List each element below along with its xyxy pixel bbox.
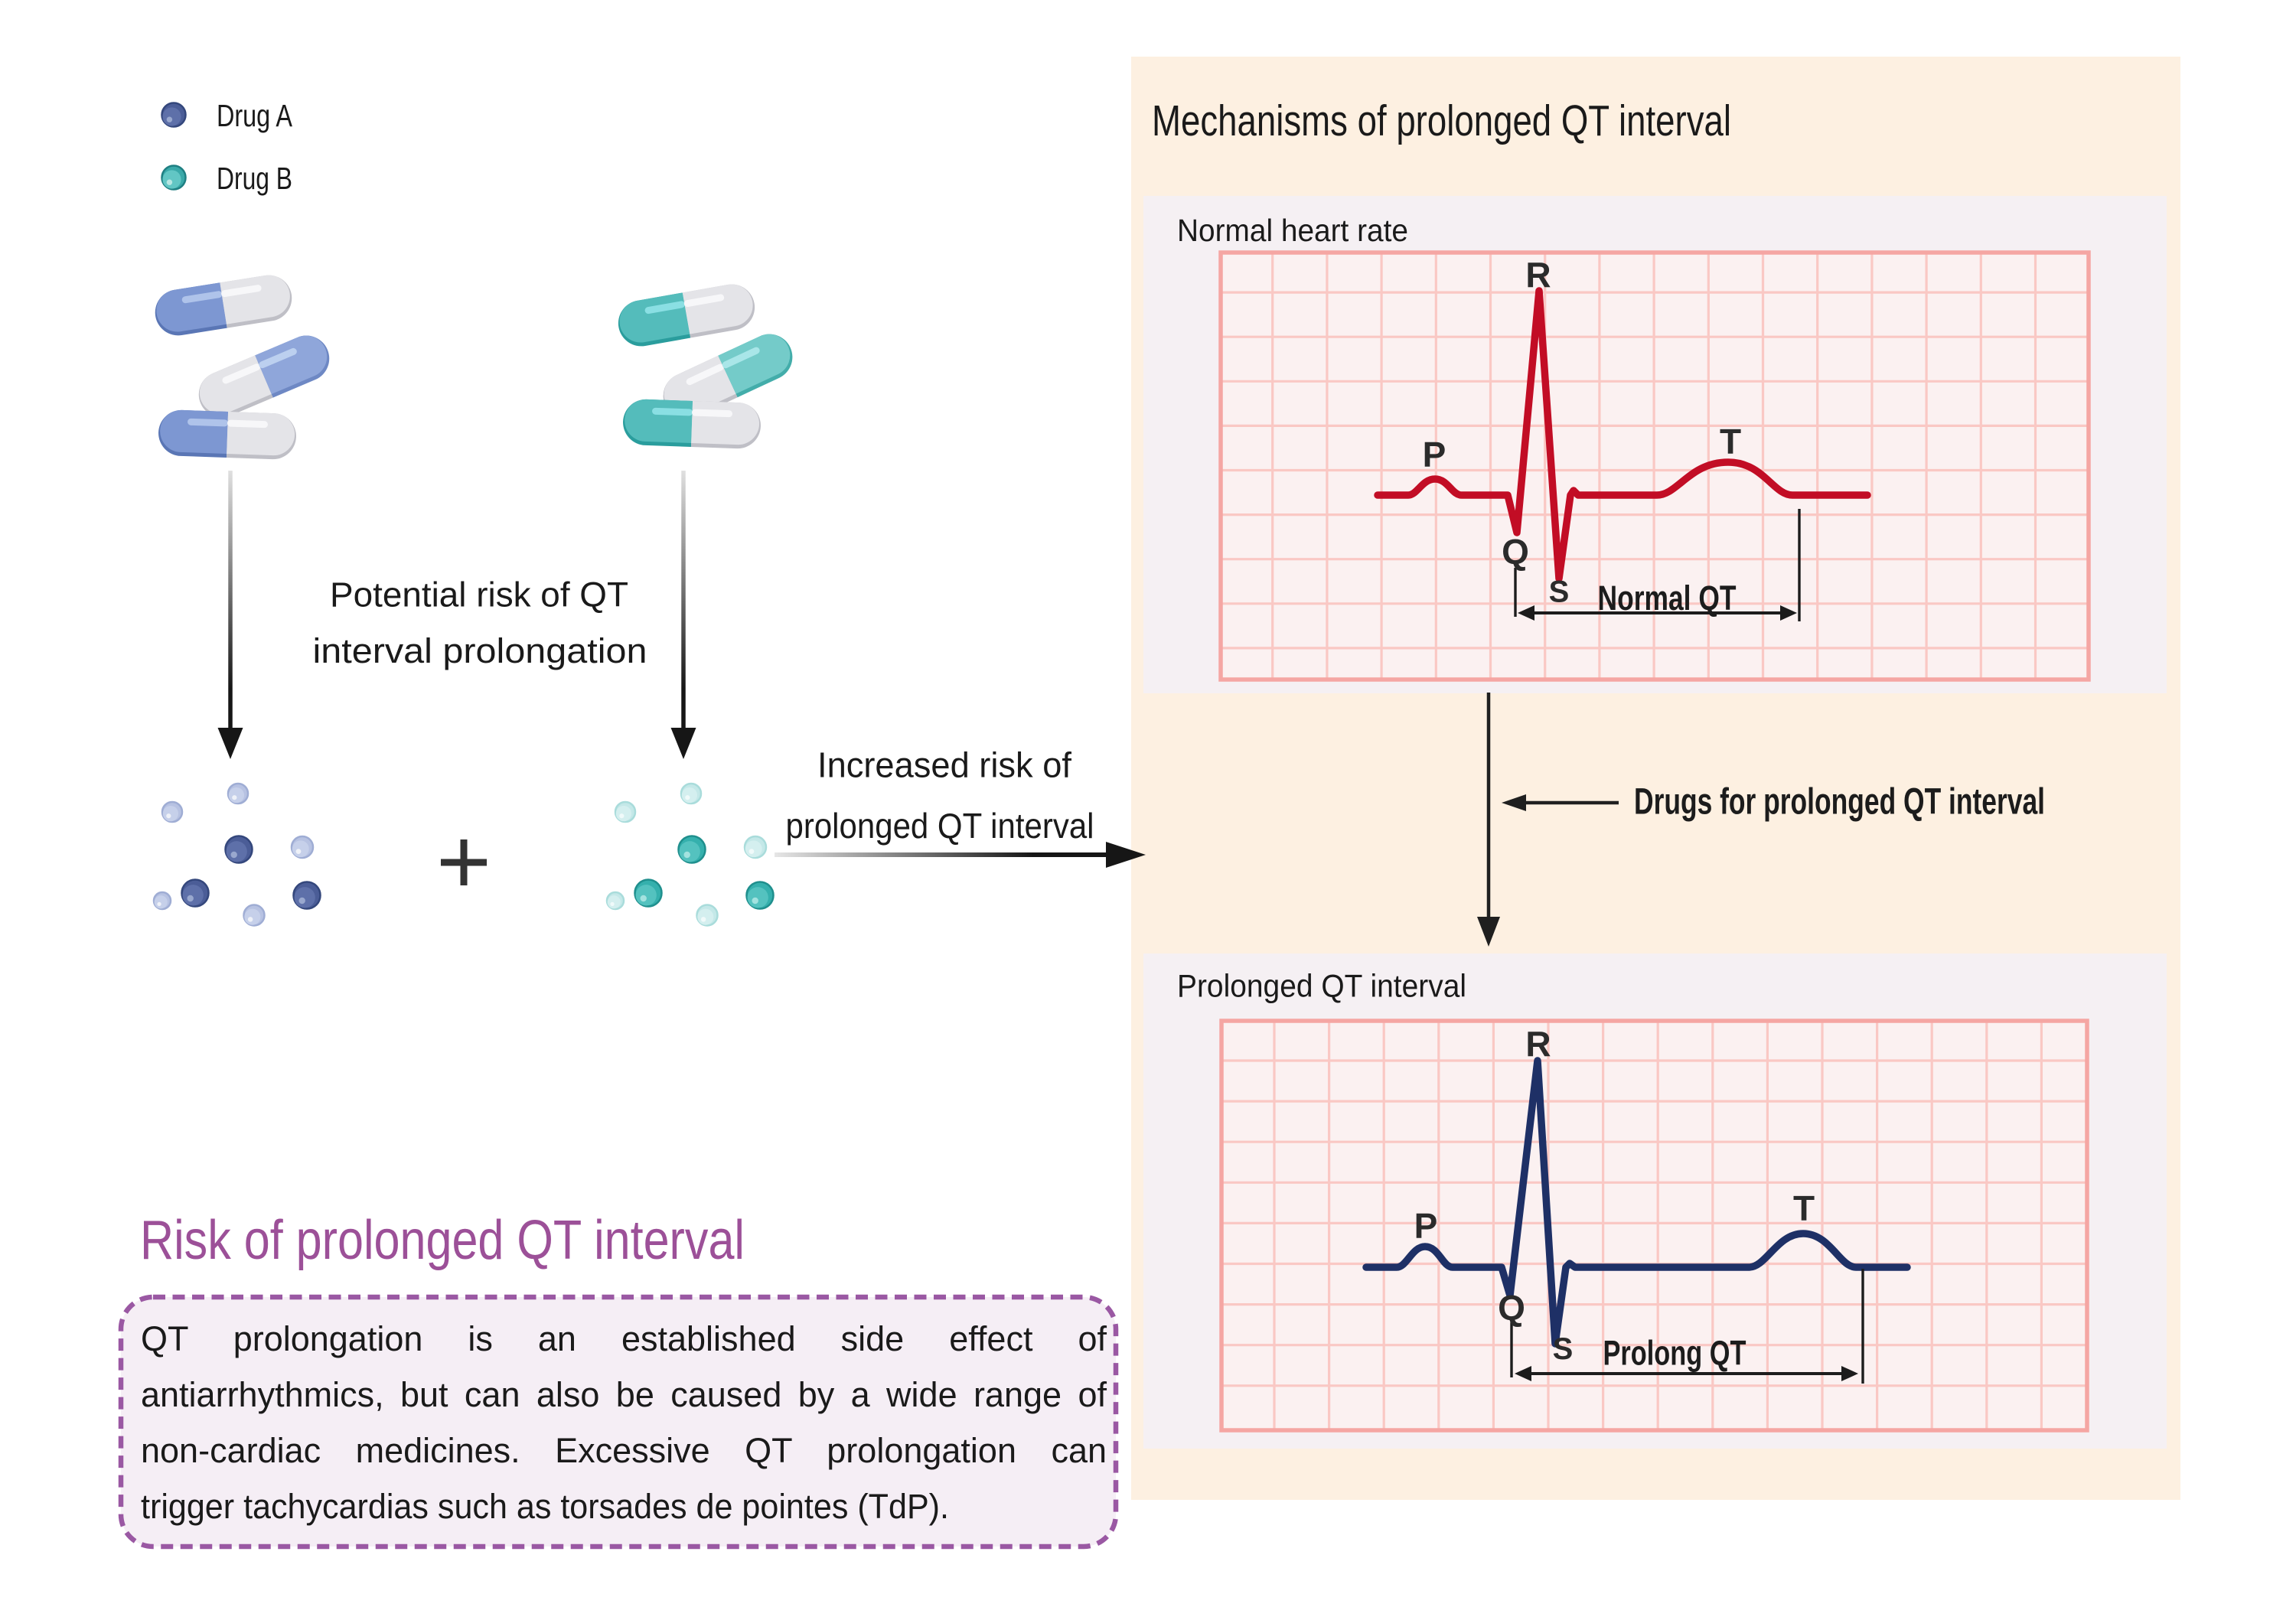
svg-text:Prolong QT: Prolong QT — [1603, 1334, 1746, 1373]
svg-text:T: T — [1793, 1188, 1815, 1228]
svg-text:Risk of prolonged QT interval: Risk of prolonged QT interval — [140, 1210, 745, 1271]
svg-text:trigger tachycardias such as t: trigger tachycardias such as torsades de… — [141, 1487, 949, 1526]
svg-text:Normal QT: Normal QT — [1598, 579, 1737, 618]
svg-text:P: P — [1414, 1206, 1438, 1246]
svg-text:S: S — [1553, 1332, 1574, 1366]
svg-text:R: R — [1525, 1024, 1551, 1064]
svg-text:Increased risk of: Increased risk of — [817, 745, 1071, 785]
svg-text:Potential risk of QT: Potential risk of QT — [330, 575, 628, 614]
svg-text:T: T — [1720, 422, 1741, 461]
svg-text:Drug A: Drug A — [217, 98, 293, 133]
svg-text:prolonged QT interval: prolonged QT interval — [786, 806, 1094, 846]
svg-text:Drugs for prolonged QT interva: Drugs for prolonged QT interval — [1634, 782, 2045, 823]
svg-text:R: R — [1525, 255, 1551, 295]
svg-text:Normal heart rate: Normal heart rate — [1177, 213, 1408, 248]
svg-text:Drug B: Drug B — [217, 161, 292, 196]
svg-text:P: P — [1423, 435, 1446, 474]
svg-text:interval prolongation: interval prolongation — [313, 631, 647, 670]
svg-text:Q: Q — [1502, 532, 1529, 572]
svg-text:Mechanisms of prolonged QT int: Mechanisms of prolonged QT interval — [1152, 96, 1731, 145]
svg-text:S: S — [1549, 575, 1570, 609]
svg-text:Q: Q — [1498, 1288, 1525, 1328]
svg-text:Prolonged QT interval: Prolonged QT interval — [1177, 968, 1466, 1004]
